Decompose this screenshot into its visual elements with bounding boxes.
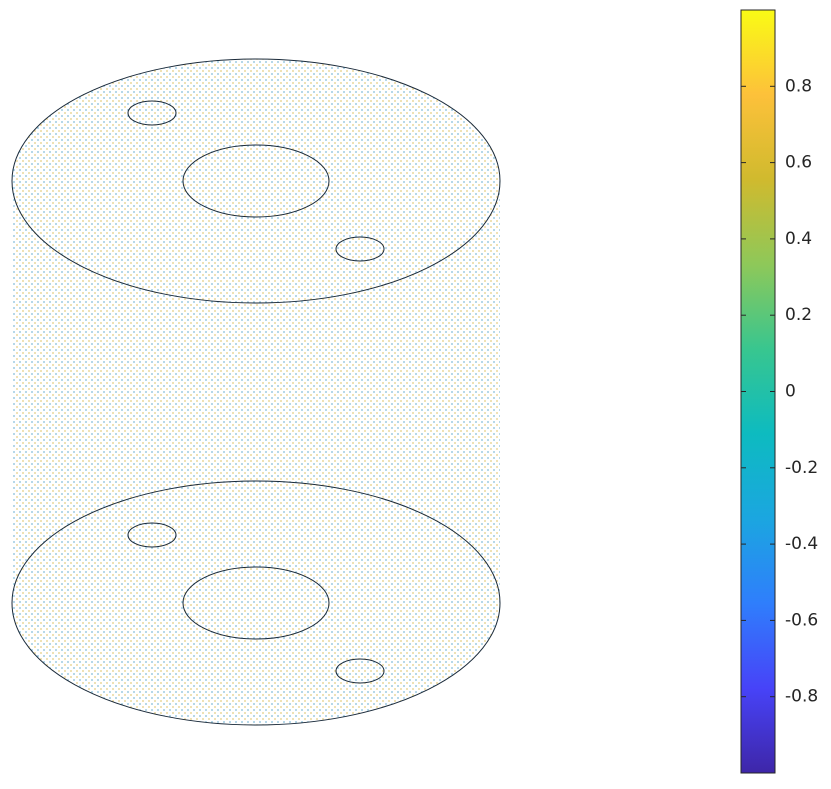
cylinder: [11, 58, 501, 726]
tick-label: 0.4: [785, 229, 812, 249]
tick-label: 0: [785, 382, 796, 402]
colorbar: [740, 9, 776, 774]
tick-label: 0.6: [785, 153, 812, 173]
top-rim: [11, 58, 501, 304]
tick-label: -0.2: [785, 458, 818, 478]
top-hole-small: [127, 100, 177, 126]
tick-label: 0.8: [785, 76, 812, 96]
tick-label: -0.8: [785, 687, 818, 707]
tick-label: -0.6: [785, 610, 818, 630]
top-hole: [182, 144, 330, 218]
tick-label: -0.4: [785, 534, 818, 554]
point-cloud: [12, 59, 500, 725]
top-hole-small: [335, 236, 385, 262]
bottom-hole: [182, 566, 330, 640]
bottom-hole-small: [127, 522, 177, 548]
bottom-hole-small: [335, 658, 385, 684]
bottom-rim: [11, 480, 501, 726]
tick-label: 0.2: [785, 305, 812, 325]
